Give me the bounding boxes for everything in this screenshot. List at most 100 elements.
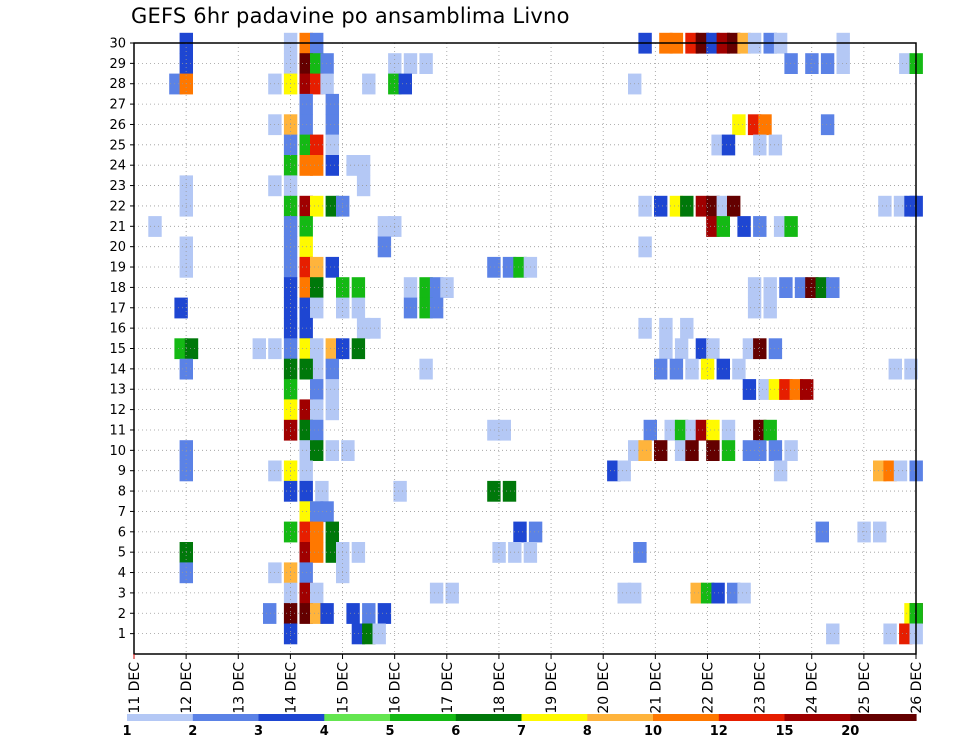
heatmap-cell [429, 277, 444, 298]
heatmap-cell [325, 114, 339, 136]
heatmap-cell [893, 460, 908, 482]
legend-label: 4 [320, 724, 329, 739]
heatmap-cell [320, 603, 334, 624]
y-tick-label: 25 [109, 138, 126, 153]
heatmap-cell [310, 134, 324, 156]
heatmap-cell [654, 195, 668, 217]
heatmap-cell [873, 521, 887, 543]
heatmap-cell [899, 53, 913, 74]
heatmap-cell [346, 603, 360, 624]
y-tick-label: 29 [109, 57, 126, 72]
heatmap-cell [685, 358, 699, 380]
heatmap-cell [674, 338, 689, 360]
heatmap-cell [320, 501, 334, 523]
heatmap-cell [310, 542, 324, 563]
heatmap-cell [325, 542, 339, 563]
heatmap-cell [674, 419, 689, 441]
heatmap-cell [325, 134, 339, 156]
heatmap-cell [727, 582, 741, 604]
heatmap-cell [654, 440, 668, 461]
heatmap-cell [659, 317, 673, 339]
heatmap-cell [346, 155, 360, 176]
heatmap-cell [753, 440, 767, 461]
heatmap-cell [753, 216, 767, 237]
heatmap-cell [184, 338, 199, 360]
legend-swatch [324, 714, 391, 721]
heatmap-cell [377, 236, 392, 258]
heatmap-cell [393, 480, 407, 502]
legend-swatch [127, 714, 194, 721]
heatmap-cell [768, 440, 783, 461]
heatmap-cell [513, 521, 527, 543]
heatmap-cell [888, 358, 902, 380]
y-tick-label: 12 [109, 403, 126, 418]
heatmap-cell [638, 317, 652, 339]
heatmap-cell [768, 134, 783, 156]
heatmap-cell [779, 277, 793, 298]
heatmap-cell [487, 256, 501, 278]
heatmap-cell [826, 277, 840, 298]
heatmap-cell [773, 216, 788, 237]
legend-swatch [850, 714, 917, 721]
heatmap-cell [310, 379, 324, 400]
heatmap-cell [607, 460, 621, 482]
heatmap-cell [252, 338, 266, 360]
heatmap-cell [700, 358, 715, 380]
x-tick-label: 22 DEC [700, 662, 716, 714]
heatmap-cell [174, 338, 188, 360]
y-tick-label: 24 [109, 159, 126, 174]
heatmap-cell [356, 175, 371, 197]
heatmap-cell [737, 582, 751, 604]
heatmap-cell [706, 216, 720, 237]
heatmap-cell [315, 480, 329, 502]
heatmap-cell [826, 623, 840, 645]
heatmap-cell [325, 521, 339, 543]
y-axis: 1234567891011121314151617181920212223242… [109, 37, 134, 642]
legend-swatch [258, 714, 325, 721]
legend-label: 5 [385, 724, 394, 739]
heatmap-cell [742, 440, 757, 461]
heatmap-cell [310, 277, 324, 298]
legend-swatch [455, 714, 523, 721]
heatmap-cell [721, 440, 736, 461]
heatmap-cell [310, 338, 324, 360]
heatmap-cell [310, 501, 324, 523]
heatmap-cell [654, 358, 668, 380]
y-tick-label: 10 [109, 444, 126, 459]
heatmap-cell [758, 379, 772, 400]
heatmap-cell [690, 582, 704, 604]
y-tick-label: 7 [118, 505, 126, 520]
y-tick-label: 28 [109, 77, 126, 92]
legend-label: 8 [583, 724, 592, 739]
x-tick-label: 17 DEC [440, 662, 456, 714]
y-tick-label: 22 [109, 199, 126, 214]
heatmap-cell [310, 73, 324, 95]
heatmap-cell [742, 338, 757, 360]
heatmap-cell [700, 582, 715, 604]
x-tick-label: 19 DEC [544, 662, 560, 714]
heatmap-cell [310, 297, 324, 319]
heatmap-cell [429, 582, 444, 604]
heatmap-cell [377, 603, 392, 624]
y-tick-label: 27 [109, 98, 126, 113]
heatmap-cell [362, 623, 376, 645]
y-tick-label: 16 [109, 322, 126, 337]
heatmap-cell [794, 277, 809, 298]
heatmap-cell [773, 460, 788, 482]
heatmap-cell [721, 419, 736, 441]
heatmap-cell [310, 440, 324, 461]
heatmap-cell [492, 542, 506, 563]
heatmap-cell [659, 338, 673, 360]
heatmap-cell [820, 53, 835, 74]
heatmap-cell [174, 297, 188, 319]
heatmap-cell [445, 582, 459, 604]
heatmap-cell [398, 73, 412, 95]
heatmap-cell [617, 582, 631, 604]
heatmap-cell [513, 256, 527, 278]
heatmap-cell [638, 236, 652, 258]
x-tick-label: 23 DEC [753, 662, 769, 714]
heatmap-cell [429, 297, 444, 319]
heatmap-cell [310, 603, 324, 624]
y-tick-label: 26 [109, 118, 126, 133]
heatmap-cell [893, 195, 908, 217]
